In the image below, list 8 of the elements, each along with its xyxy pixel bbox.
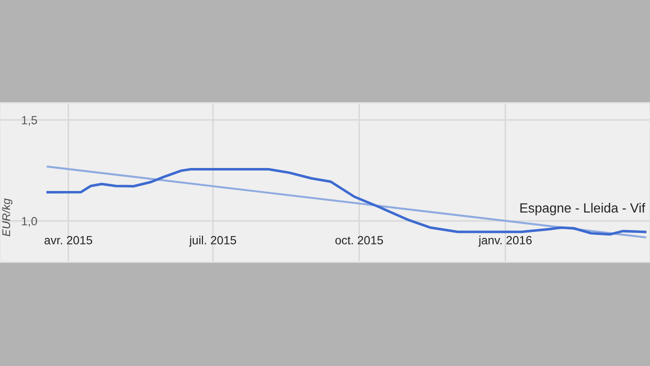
- series-label: Espagne - Lleida - Vif: [520, 202, 646, 216]
- x-tick-label: avr. 2015: [44, 236, 92, 244]
- x-tick-label: oct. 2015: [335, 236, 383, 244]
- y-tick-label: 1,0: [22, 217, 38, 227]
- y-tick-label: 1,5: [22, 116, 38, 126]
- y-axis-title: EUR/kg: [2, 198, 12, 236]
- x-tick-label: juil. 2015: [189, 236, 236, 247]
- x-tick-label: janv. 2016: [478, 236, 532, 247]
